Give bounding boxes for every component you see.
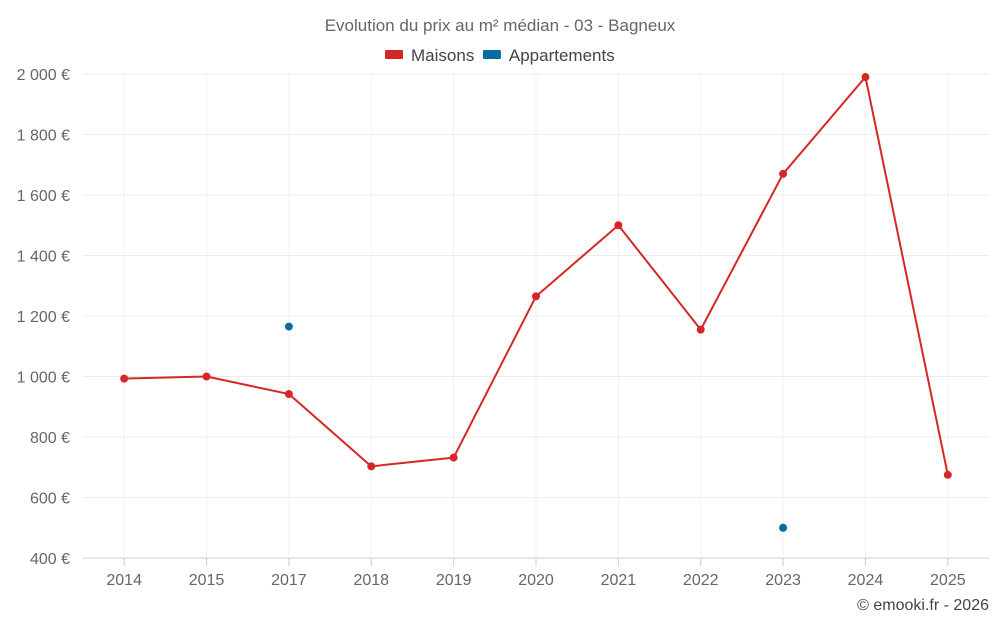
data-point[interactable]	[367, 462, 376, 471]
x-tick-label: 2024	[848, 572, 884, 589]
data-point[interactable]	[532, 292, 540, 301]
legend: Maisons Appartements	[385, 46, 615, 65]
x-tick-label: 2022	[683, 572, 719, 589]
y-tick-label: 1 400 €	[17, 249, 70, 266]
x-axis: 2014 2015 2017 2018 2019 2020 2021 2022 2023 2024…	[106, 558, 966, 589]
x-tick-label: 2017	[271, 572, 307, 589]
grid	[83, 73, 989, 559]
x-tick-label: 2019	[436, 572, 472, 589]
x-tick-label: 2014	[106, 572, 142, 589]
x-tick-label: 2018	[353, 572, 389, 589]
credit-text: © emooki.fr - 2026	[857, 597, 989, 614]
x-tick-label: 2023	[765, 572, 801, 589]
y-tick-label: 1 800 €	[17, 128, 70, 145]
data-point[interactable]	[120, 374, 129, 383]
y-tick-label: 600 €	[30, 491, 70, 508]
y-tick-label: 400 €	[30, 551, 70, 568]
legend-item-maisons[interactable]: Maisons	[385, 46, 474, 65]
series-appartements	[284, 322, 788, 532]
data-point[interactable]	[284, 322, 293, 331]
legend-label: Appartements	[509, 46, 615, 65]
y-tick-label: 1 000 €	[17, 370, 70, 387]
legend-label: Maisons	[411, 46, 474, 65]
legend-swatch	[385, 50, 404, 59]
data-point[interactable]	[284, 390, 293, 399]
data-point[interactable]	[943, 470, 952, 479]
y-tick-label: 800 €	[30, 430, 70, 447]
x-tick-label: 2021	[601, 572, 637, 589]
y-axis: 2 000 € 1 800 € 1 600 € 1 400 € 1 200 € 1 000…	[17, 67, 70, 568]
x-tick-label: 2020	[518, 572, 554, 589]
x-tick-label: 2015	[189, 572, 225, 589]
y-tick-label: 1 600 €	[17, 188, 70, 205]
x-tick-label: 2025	[930, 572, 966, 589]
chart-title: Evolution du prix au m² médian - 03 - Ba…	[325, 16, 676, 35]
y-tick-label: 2 000 €	[17, 67, 70, 84]
series-layer	[120, 73, 952, 532]
legend-item-appartements[interactable]: Appartements	[482, 46, 615, 65]
data-point[interactable]	[861, 73, 870, 82]
data-point[interactable]	[779, 523, 788, 532]
data-point[interactable]	[449, 453, 458, 462]
data-point[interactable]	[696, 325, 705, 334]
legend-swatch	[482, 50, 501, 59]
data-point[interactable]	[202, 372, 211, 381]
data-point[interactable]	[779, 169, 788, 178]
data-point[interactable]	[614, 221, 623, 230]
y-tick-label: 1 200 €	[17, 309, 70, 326]
series-maisons	[120, 73, 952, 479]
